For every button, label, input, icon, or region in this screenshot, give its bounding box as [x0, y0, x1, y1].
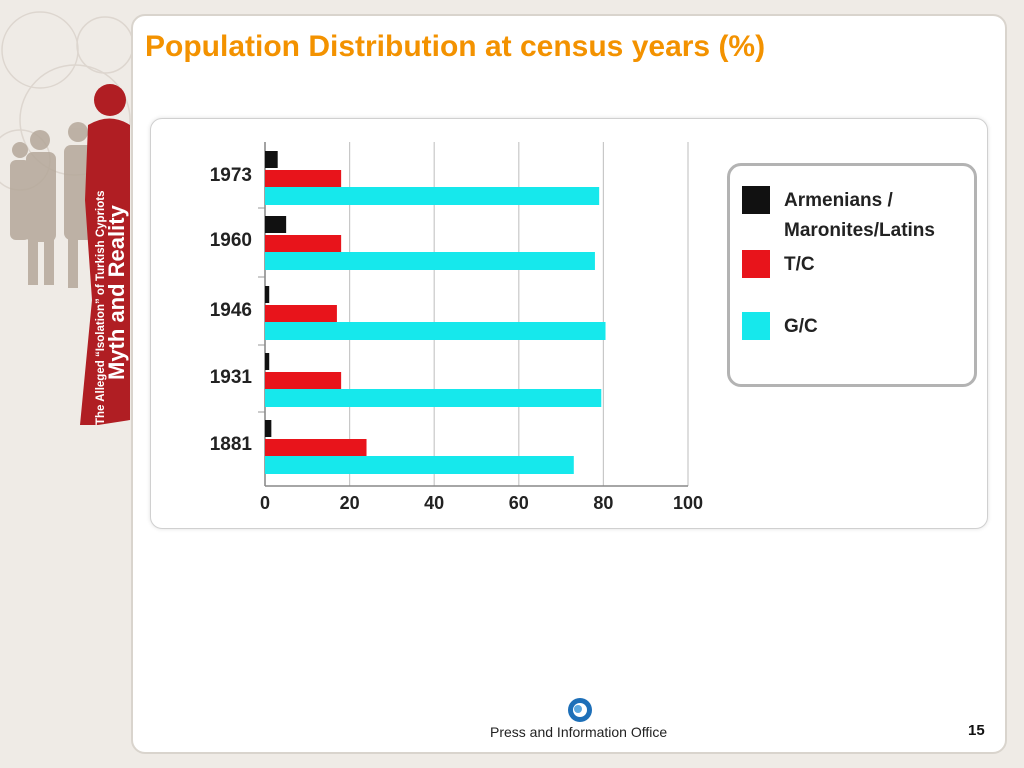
x-tick-label: 40 — [424, 493, 444, 513]
x-tick-label: 20 — [340, 493, 360, 513]
bar-gc-1946 — [265, 322, 606, 340]
legend-item-tc: T/C — [742, 250, 964, 280]
legend-label-armenians: Armenians / Maronites/Latins — [784, 190, 935, 241]
chart-legend: Armenians / Maronites/Latins T/C G/C — [727, 163, 977, 387]
bar-tc-1973 — [265, 170, 342, 187]
legend-swatch-tc — [742, 250, 770, 278]
bar-tc-1931 — [265, 372, 342, 389]
x-tick-label: 100 — [673, 493, 703, 513]
bar-armenians-1973 — [265, 151, 278, 168]
legend-item-gc: G/C — [742, 312, 964, 342]
bar-tc-1881 — [265, 439, 367, 456]
legend-label-gc: G/C — [784, 316, 818, 337]
press-office-logo-icon — [568, 698, 592, 722]
x-tick-label: 0 — [260, 493, 270, 513]
legend-label-tc: T/C — [784, 254, 815, 275]
legend-swatch-armenians — [742, 186, 770, 214]
legend-item-armenians: Armenians / Maronites/Latins — [742, 186, 964, 246]
y-tick-label: 1946 — [210, 300, 252, 321]
bar-tc-1960 — [265, 235, 342, 252]
y-tick-label: 1973 — [210, 165, 252, 186]
sidebar-title-text: Myth and Reality — [104, 204, 129, 380]
x-tick-label: 80 — [593, 493, 613, 513]
bar-armenians-1881 — [265, 420, 272, 437]
bar-gc-1973 — [265, 187, 600, 205]
bar-gc-1960 — [265, 252, 595, 270]
bar-armenians-1960 — [265, 216, 287, 233]
bar-gc-1931 — [265, 389, 602, 407]
bar-armenians-1931 — [265, 353, 270, 370]
x-tick-label: 60 — [509, 493, 529, 513]
bar-gc-1881 — [265, 456, 574, 474]
footer-text: Press and Information Office — [490, 724, 668, 740]
woman-silhouette-icon — [80, 84, 130, 425]
bar-tc-1946 — [265, 305, 337, 322]
y-tick-label: 1881 — [210, 434, 253, 455]
y-tick-label: 1960 — [210, 230, 252, 251]
bar-armenians-1946 — [265, 286, 270, 303]
slide-title: Population Distribution at census years … — [145, 30, 766, 63]
y-tick-label: 1931 — [210, 367, 253, 388]
sidebar-subtitle-text: The Alleged “Isolation” of Turkish Cypri… — [95, 191, 107, 426]
sidebar-decoration: Myth and Reality The Alleged “Isolation”… — [0, 11, 134, 426]
legend-swatch-gc — [742, 312, 770, 340]
page-number: 15 — [968, 722, 985, 739]
